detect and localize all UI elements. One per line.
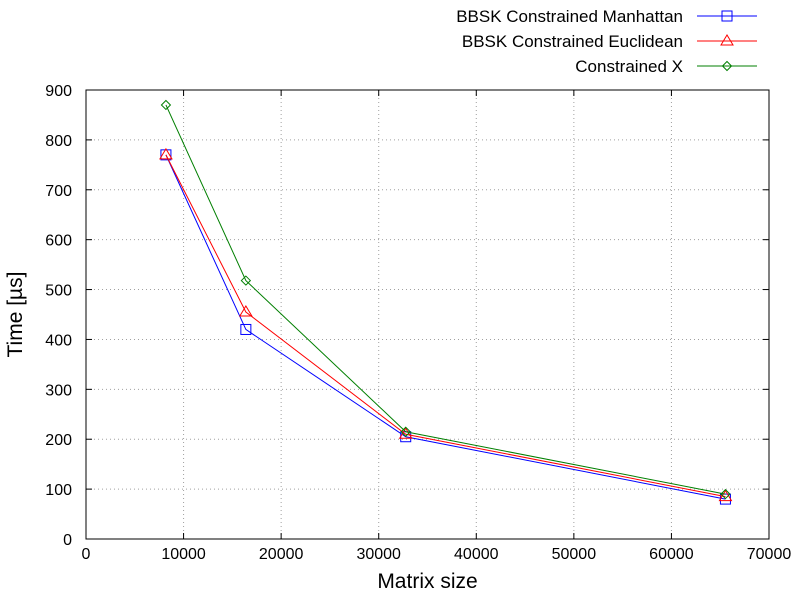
y-tick-label: 900 [45,83,72,100]
x-tick-label: 0 [82,546,91,563]
x-tick-label: 70000 [747,546,792,563]
series-3-point [240,275,252,286]
legend-marker [721,60,733,72]
legend-item-2: BBSK Constrained Euclidean [462,32,757,51]
plot-area-frame [85,89,770,540]
series-3 [160,99,731,500]
legend: BBSK Constrained Manhattan BBSK Constrain… [456,7,757,76]
x-tick-label: 60000 [649,546,694,563]
data-series [159,99,733,505]
x-tick-label: 10000 [161,546,206,563]
y-tick-label: 300 [45,382,72,399]
legend-label: BBSK Constrained Euclidean [462,32,683,51]
legend-marker [721,10,733,22]
series-3-point [160,99,172,111]
series-1-point [160,149,172,161]
series-3-point [720,488,731,500]
legend-item-3: Constrained X [575,57,757,76]
y-axis-tick-labels: 0 100 200 300 400 500 600 700 800 900 [45,83,72,549]
series-2-point [238,305,253,317]
x-tick-label: 30000 [356,546,401,563]
series-2-point [159,147,173,160]
grid-lines [86,90,769,539]
y-tick-label: 100 [45,482,72,499]
x-axis-label: Matrix size [377,570,477,593]
legend-marker [720,34,734,46]
x-axis-tick-labels: 0 10000 20000 30000 40000 50000 60000 70000 [82,546,792,563]
series-3-point [400,426,411,437]
series-3-line [165,104,726,495]
y-tick-label: 700 [45,183,72,200]
x-tick-label: 40000 [454,546,499,563]
y-tick-label: 500 [45,283,72,300]
legend-item-1: BBSK Constrained Manhattan [456,7,757,26]
y-tick-label: 0 [63,532,72,549]
y-tick-label: 200 [45,432,72,449]
legend-label: BBSK Constrained Manhattan [456,7,683,26]
y-tick-label: 400 [45,332,72,349]
series-1-point [240,323,252,335]
x-tick-label: 20000 [259,546,304,563]
axis-ticks [85,89,770,540]
series-1-line [165,154,726,500]
series-2-line [165,154,726,498]
y-axis-label: Time [µs] [4,272,27,358]
series-1 [160,149,731,505]
y-tick-label: 800 [45,133,72,150]
legend-label: Constrained X [575,57,683,76]
x-tick-label: 50000 [552,546,597,563]
y-tick-label: 600 [45,233,72,250]
